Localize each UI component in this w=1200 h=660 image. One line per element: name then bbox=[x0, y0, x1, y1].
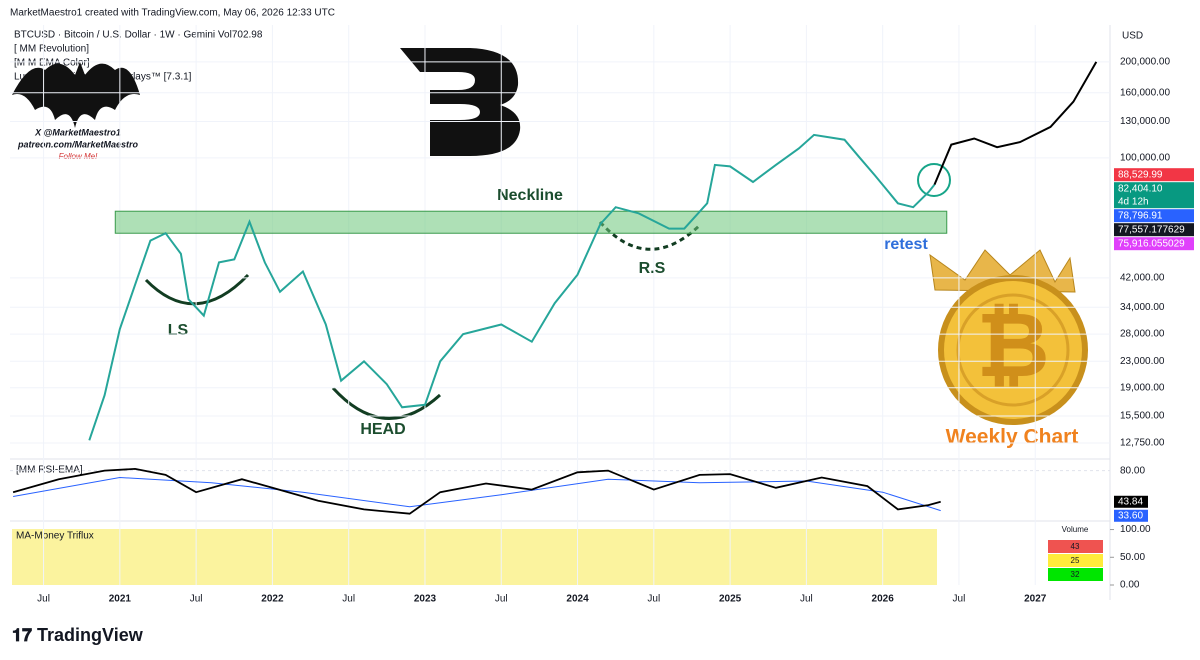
y-tick-label: 160,000.00 bbox=[1120, 87, 1170, 98]
rsi-tag bbox=[1114, 495, 1148, 508]
price-tag-label: 78,796.91 bbox=[1118, 210, 1163, 221]
rs-arc bbox=[598, 220, 702, 251]
ls-label: LS bbox=[168, 322, 189, 339]
y-tick-label: 19,000.00 bbox=[1120, 382, 1165, 393]
rsi-signal-line bbox=[13, 476, 941, 512]
rsi-line bbox=[12, 467, 941, 515]
highlight-circle bbox=[917, 163, 951, 197]
indicator: [ MM Revolution] bbox=[14, 44, 89, 55]
svg-text:₿: ₿ bbox=[976, 296, 1049, 396]
projection-line bbox=[933, 61, 1098, 185]
x-tick-label: 2024 bbox=[566, 594, 589, 605]
x-tick-label: Jul bbox=[37, 594, 50, 605]
y-tick-label: 130,000.00 bbox=[1120, 116, 1170, 127]
y-tick-label: 15,500.00 bbox=[1120, 411, 1165, 422]
money-title: MA-Money Triflux bbox=[16, 531, 94, 542]
price-tag-sub: 4d 12h bbox=[1118, 196, 1149, 207]
head-arc bbox=[331, 386, 442, 420]
x-tick-label: Jul bbox=[800, 594, 813, 605]
rsi-title: [MM RSI-EMA] bbox=[16, 465, 83, 476]
price-tag-label: 77,557.177629 bbox=[1118, 224, 1185, 235]
money-background bbox=[12, 529, 937, 585]
ls-arc bbox=[144, 273, 250, 306]
price-tag-label: 75,916.055029 bbox=[1118, 238, 1185, 249]
volume-value: 25 bbox=[1071, 556, 1080, 565]
b-logo bbox=[400, 48, 521, 156]
x-tick-label: 2021 bbox=[109, 594, 132, 605]
rsi-signal-tag-label: 33.60 bbox=[1118, 510, 1143, 521]
logo-text: X @MarketMaestro1 bbox=[34, 127, 121, 137]
symbol: BTCUSD · Bitcoin / U.S. Dollar · 1W · Ge… bbox=[14, 30, 263, 41]
price-tag bbox=[1114, 209, 1194, 223]
y-tick-label: 200,000.00 bbox=[1120, 56, 1170, 67]
brand-name: TradingView bbox=[37, 625, 144, 645]
y-tick-label: 80.00 bbox=[1120, 465, 1145, 476]
y-tick-label: 34,000.00 bbox=[1120, 302, 1165, 313]
rs-label: R.S bbox=[639, 260, 666, 277]
x-tick-label: 2022 bbox=[261, 594, 284, 605]
brand: 𝟏𝟕 TradingView bbox=[12, 625, 144, 645]
price-line bbox=[88, 133, 936, 441]
neckline-label: Neckline bbox=[497, 187, 563, 204]
x-tick-label: Jul bbox=[953, 594, 966, 605]
x-tick-label: 2026 bbox=[872, 594, 895, 605]
x-tick-label: 2025 bbox=[719, 594, 742, 605]
volume-title: Volume bbox=[1062, 525, 1089, 534]
y-tick-label: 50.00 bbox=[1120, 552, 1145, 563]
weekly-chart-label: Weekly Chart bbox=[946, 426, 1079, 449]
rsi-tag-label: 43.84 bbox=[1118, 496, 1143, 507]
y-tick-label: 12,750.00 bbox=[1120, 438, 1165, 449]
price-tag bbox=[1114, 237, 1194, 251]
y-tick-label: 28,000.00 bbox=[1120, 329, 1165, 340]
y-tick-label: 100,000.00 bbox=[1120, 152, 1170, 163]
bitcoin-coin: ₿ bbox=[929, 249, 1088, 425]
volume-cell bbox=[1048, 540, 1103, 553]
neckline-zone bbox=[114, 210, 948, 234]
credit: MarketMaestro1 created with TradingView.… bbox=[10, 8, 335, 19]
price-tag bbox=[1114, 168, 1194, 182]
price-tag bbox=[1114, 223, 1194, 237]
volume-value: 32 bbox=[1071, 570, 1080, 579]
x-tick-label: 2023 bbox=[414, 594, 437, 605]
y-tick-label: 0.00 bbox=[1120, 580, 1140, 591]
retest-label: retest bbox=[884, 236, 928, 253]
y-tick-label: 42,000.00 bbox=[1120, 273, 1165, 284]
volume-cell bbox=[1048, 568, 1103, 581]
volume-cell bbox=[1048, 554, 1103, 567]
price-tag bbox=[1114, 182, 1194, 209]
y-tick-label: 100.00 bbox=[1120, 524, 1151, 535]
x-tick-label: Jul bbox=[495, 594, 508, 605]
y-tick-label: 23,000.00 bbox=[1120, 356, 1165, 367]
x-tick-label: Jul bbox=[647, 594, 660, 605]
logo-text: Follow Me! bbox=[59, 152, 98, 161]
x-tick-label: 2027 bbox=[1024, 594, 1047, 605]
head-label: HEAD bbox=[360, 421, 405, 438]
volume-value: 43 bbox=[1071, 542, 1080, 551]
indicator: [M M EMA Color] bbox=[14, 58, 90, 69]
logo-text: patreon.com/MarketMaestro bbox=[17, 139, 139, 149]
rsi-signal-tag bbox=[1114, 509, 1148, 522]
price-tag-label: 82,404.10 bbox=[1118, 183, 1163, 194]
x-tick-label: Jul bbox=[342, 594, 355, 605]
x-tick-label: Jul bbox=[190, 594, 203, 605]
currency: USD bbox=[1122, 31, 1143, 42]
price-tag-label: 88,529.99 bbox=[1118, 169, 1163, 180]
